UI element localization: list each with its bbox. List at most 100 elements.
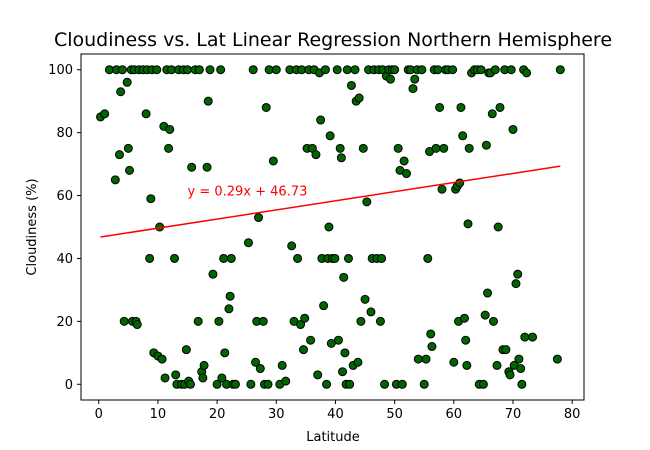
- data-point: [217, 373, 227, 383]
- data-point: [325, 131, 335, 141]
- data-point: [293, 253, 303, 263]
- data-point: [171, 370, 181, 380]
- data-point: [514, 354, 524, 364]
- data-point: [338, 367, 348, 377]
- data-point: [390, 65, 400, 75]
- data-point: [165, 124, 175, 134]
- data-point: [193, 316, 203, 326]
- data-point: [340, 348, 350, 358]
- data-point: [343, 253, 353, 263]
- data-point: [296, 320, 306, 330]
- data-point: [306, 335, 316, 345]
- y-axis-label: Cloudiness (%): [25, 178, 40, 275]
- data-point: [122, 77, 132, 87]
- data-point: [423, 253, 433, 263]
- data-point: [183, 65, 193, 75]
- data-point: [488, 316, 498, 326]
- data-point: [401, 169, 411, 179]
- data-point: [332, 65, 342, 75]
- data-point: [320, 65, 330, 75]
- data-point: [495, 102, 505, 112]
- data-point: [246, 379, 256, 389]
- data-point: [141, 109, 151, 119]
- x-tick-label: 60: [446, 407, 463, 422]
- data-point: [506, 65, 516, 75]
- axes-frame: [80, 53, 585, 401]
- y-tick-label: 80: [56, 126, 73, 141]
- data-point: [251, 357, 261, 367]
- data-point: [362, 197, 372, 207]
- data-point: [345, 379, 355, 389]
- x-tick-label: 10: [150, 407, 167, 422]
- data-point: [230, 379, 240, 389]
- data-point: [110, 175, 120, 185]
- data-point: [181, 345, 191, 355]
- data-point: [225, 291, 235, 301]
- data-point: [319, 301, 329, 311]
- data-point: [478, 379, 488, 389]
- data-point: [375, 316, 385, 326]
- x-tick-label: 70: [505, 407, 522, 422]
- data-point: [208, 269, 218, 279]
- data-point: [513, 269, 523, 279]
- data-point: [146, 194, 156, 204]
- data-point: [281, 376, 291, 386]
- data-point: [397, 379, 407, 389]
- data-point: [458, 131, 468, 141]
- data-point: [439, 143, 449, 153]
- axis-ticks: 0 10 20 30 40 50 60 70 80 0 20 40 60 80 100: [48, 63, 580, 422]
- data-point: [476, 65, 486, 75]
- data-point: [194, 65, 204, 75]
- data-point: [433, 65, 443, 75]
- data-point: [419, 379, 429, 389]
- data-point: [255, 364, 265, 374]
- data-point: [132, 320, 142, 330]
- data-point: [380, 379, 390, 389]
- data-point: [516, 364, 526, 374]
- data-point: [522, 68, 532, 78]
- data-point: [520, 332, 530, 342]
- data-point: [505, 370, 515, 380]
- data-point: [385, 74, 395, 84]
- data-point: [316, 115, 326, 125]
- data-point: [437, 184, 447, 194]
- data-point: [339, 272, 349, 282]
- data-point: [277, 360, 287, 370]
- data-point: [220, 348, 230, 358]
- data-point: [528, 332, 538, 342]
- data-point: [508, 124, 518, 134]
- data-point: [300, 313, 310, 323]
- data-point: [199, 360, 209, 370]
- data-point: [203, 96, 213, 106]
- data-point: [157, 354, 167, 364]
- data-point: [354, 93, 364, 103]
- data-point: [490, 65, 500, 75]
- y-tick-label: 0: [65, 378, 73, 393]
- data-point: [145, 253, 155, 263]
- data-point: [487, 109, 497, 119]
- data-point: [336, 153, 346, 163]
- data-point: [164, 143, 174, 153]
- data-point: [552, 354, 562, 364]
- x-tick-label: 80: [564, 407, 581, 422]
- data-point: [170, 253, 179, 263]
- data-point: [261, 102, 271, 112]
- x-tick-label: 40: [327, 407, 344, 422]
- data-point: [501, 345, 511, 355]
- x-axis-label: Latitude: [306, 430, 360, 445]
- data-point: [205, 65, 215, 75]
- data-point: [226, 253, 236, 263]
- y-tick-label: 100: [48, 63, 73, 78]
- data-point: [263, 379, 273, 389]
- data-point: [511, 279, 521, 289]
- data-point: [555, 65, 565, 75]
- data-point: [342, 65, 352, 75]
- data-point: [224, 304, 234, 314]
- data-point: [187, 162, 197, 172]
- data-point: [417, 65, 427, 75]
- data-point: [353, 357, 363, 367]
- data-point: [462, 360, 472, 370]
- data-point: [431, 143, 441, 153]
- data-point: [463, 219, 473, 229]
- data-point: [459, 313, 469, 323]
